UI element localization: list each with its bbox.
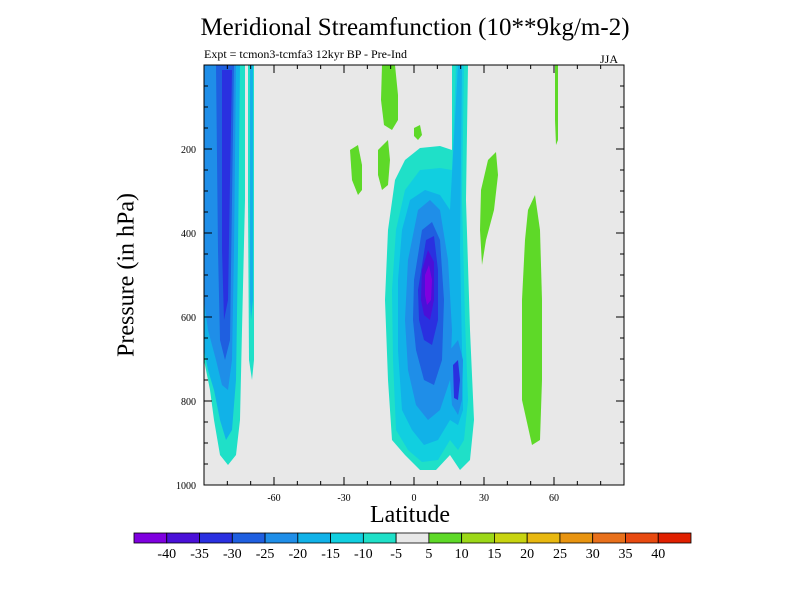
contour-pos-1 xyxy=(350,145,362,195)
contour-sh-core xyxy=(222,70,232,320)
x-tick-label: -60 xyxy=(267,493,280,504)
y-tick-label: 1000 xyxy=(176,481,196,492)
x-tick-label: 0 xyxy=(412,493,417,504)
x-tick-label: -30 xyxy=(337,493,350,504)
colorbar-label: -25 xyxy=(256,547,275,562)
colorbar-label: 30 xyxy=(586,547,600,562)
colorbar-label: 35 xyxy=(618,547,632,562)
colorbar-swatch xyxy=(199,532,233,544)
contour-sh-strip-inner xyxy=(250,65,253,320)
colorbar-swatch xyxy=(133,532,168,544)
colorbar-swatch xyxy=(297,532,331,544)
colorbar: -40 -35 -30 -25 -20 -15 -10 -5 5 10 15 20 25 30 35 40 xyxy=(133,532,692,562)
colorbar-label: 15 xyxy=(487,547,501,562)
axis-ticks xyxy=(204,65,624,486)
contour-pos-nh xyxy=(522,195,542,445)
y-tick-labels: 200 400 600 800 1000 xyxy=(176,145,196,492)
colorbar-swatch xyxy=(494,532,528,544)
colorbar-label: -30 xyxy=(223,547,242,562)
y-tick-label: 600 xyxy=(181,313,196,324)
x-tick-label: 30 xyxy=(479,493,489,504)
contour-eq-core xyxy=(425,265,432,305)
contour-pos-3 xyxy=(414,125,422,140)
colorbar-swatch xyxy=(395,532,430,544)
colorbar-label: -10 xyxy=(354,547,373,562)
y-tick-label: 400 xyxy=(181,229,196,240)
colorbar-swatch xyxy=(166,532,200,544)
colorbar-label: 40 xyxy=(651,547,665,562)
y-tick-label: 200 xyxy=(181,145,196,156)
contour-eq-sub-core xyxy=(453,360,460,400)
colorbar-label: 10 xyxy=(455,547,469,562)
colorbar-swatch xyxy=(559,532,594,544)
contour-pos-upper xyxy=(381,65,398,130)
colorbar-label: -20 xyxy=(288,547,307,562)
colorbar-swatch xyxy=(592,532,626,544)
colorbar-swatch xyxy=(264,532,299,544)
season-label: JJA xyxy=(600,52,619,66)
chart-title: Meridional Streamfunction (10**9kg/m-2) xyxy=(200,14,630,41)
colorbar-swatch xyxy=(625,532,659,544)
colorbar-label: 20 xyxy=(520,547,534,562)
colorbar-swatch xyxy=(526,532,561,544)
colorbar-swatch xyxy=(330,532,364,544)
x-axis-label: Latitude xyxy=(370,502,450,528)
colorbar-swatch xyxy=(657,532,692,544)
contour-pos-2 xyxy=(378,140,390,190)
colorbar-swatch xyxy=(362,532,397,544)
x-tick-labels: -60 -30 0 30 60 xyxy=(267,493,559,504)
y-tick-label: 800 xyxy=(181,397,196,408)
contour-fields xyxy=(204,65,558,470)
colorbar-label: -15 xyxy=(321,547,340,562)
colorbar-label: -35 xyxy=(190,547,209,562)
contour-pos-4 xyxy=(480,152,498,265)
colorbar-swatch xyxy=(461,532,495,544)
colorbar-label: -40 xyxy=(157,547,176,562)
colorbar-label: -5 xyxy=(390,547,402,562)
experiment-label: Expt = tcmon3-tcmfa3 12kyr BP - Pre-Ind xyxy=(204,47,407,61)
contour-pos-strip xyxy=(555,65,558,145)
colorbar-label: 5 xyxy=(425,547,432,562)
colorbar-swatch xyxy=(231,532,266,544)
colorbar-label: 25 xyxy=(553,547,567,562)
x-tick-label: 60 xyxy=(549,493,559,504)
colorbar-swatch xyxy=(428,532,463,544)
